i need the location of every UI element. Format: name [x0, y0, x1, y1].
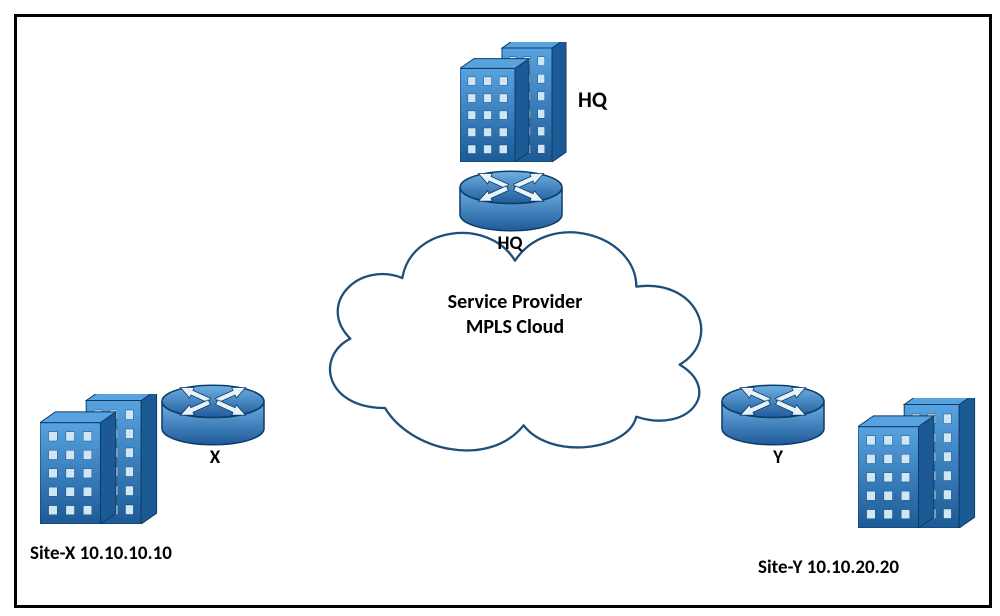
building-site-y	[858, 398, 983, 528]
site-y-label: Site-Y 10.10.20.20	[758, 556, 899, 579]
building-hq	[460, 42, 574, 162]
site-x-label: Site-X 10.10.10.10	[30, 542, 172, 565]
router-hq	[458, 170, 564, 232]
cloud-label-line1: Service Provider	[448, 290, 583, 314]
router-x	[160, 384, 266, 446]
cloud-label-line2: MPLS Cloud	[466, 315, 564, 339]
mpls-cloud-label: Service Provider MPLS Cloud	[400, 290, 630, 340]
router-hq-label: HQ	[480, 232, 540, 255]
building-site-x	[40, 394, 165, 524]
router-y	[720, 384, 826, 446]
diagram-stage: Service Provider MPLS Cloud	[0, 0, 1000, 616]
hq-building-label: HQ	[578, 86, 607, 113]
router-x-label: X	[195, 446, 235, 469]
router-y-label: Y	[758, 446, 798, 469]
